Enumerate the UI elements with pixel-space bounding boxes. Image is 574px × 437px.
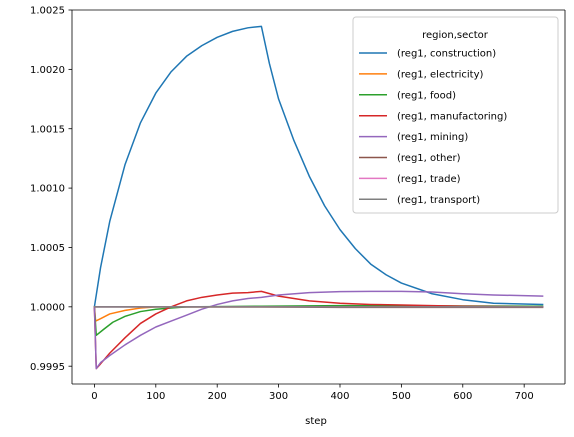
y-tick-label: 0.9995	[30, 362, 65, 373]
legend-label: (reg1, trade)	[397, 174, 461, 185]
legend-label: (reg1, food)	[397, 90, 456, 101]
y-tick-label: 1.0015	[30, 124, 65, 135]
legend-label: (reg1, construction)	[397, 49, 496, 60]
legend-label: (reg1, mining)	[397, 132, 468, 143]
legend-label: (reg1, transport)	[397, 195, 480, 206]
x-tick-label: 200	[208, 391, 227, 402]
x-tick-label: 100	[146, 391, 165, 402]
x-axis-title: step	[305, 416, 327, 427]
x-tick-label: 600	[453, 391, 472, 402]
legend-label: (reg1, other)	[397, 153, 461, 164]
x-tick-label: 0	[91, 391, 97, 402]
legend-label: (reg1, electricity)	[397, 70, 484, 81]
legend-title: region,sector	[422, 30, 489, 41]
x-tick-label: 300	[269, 391, 288, 402]
x-axis-ticks: 0 100 200 300 400 500 600 700	[91, 384, 533, 402]
y-tick-label: 1.0010	[30, 184, 65, 195]
x-tick-label: 700	[515, 391, 534, 402]
y-tick-label: 1.0005	[30, 243, 65, 254]
y-tick-label: 1.0000	[30, 302, 65, 313]
legend-label: (reg1, manufactoring)	[397, 111, 507, 122]
y-tick-label: 1.0025	[30, 6, 65, 17]
legend: region,sector (reg1, construction) (reg1,…	[353, 17, 558, 213]
y-axis-ticks: 0.9995 1.0000 1.0005 1.0010 1.0015 1.0020 1.00…	[30, 6, 72, 373]
x-tick-label: 500	[392, 391, 411, 402]
y-tick-label: 1.0020	[30, 65, 65, 76]
x-tick-label: 400	[330, 391, 349, 402]
